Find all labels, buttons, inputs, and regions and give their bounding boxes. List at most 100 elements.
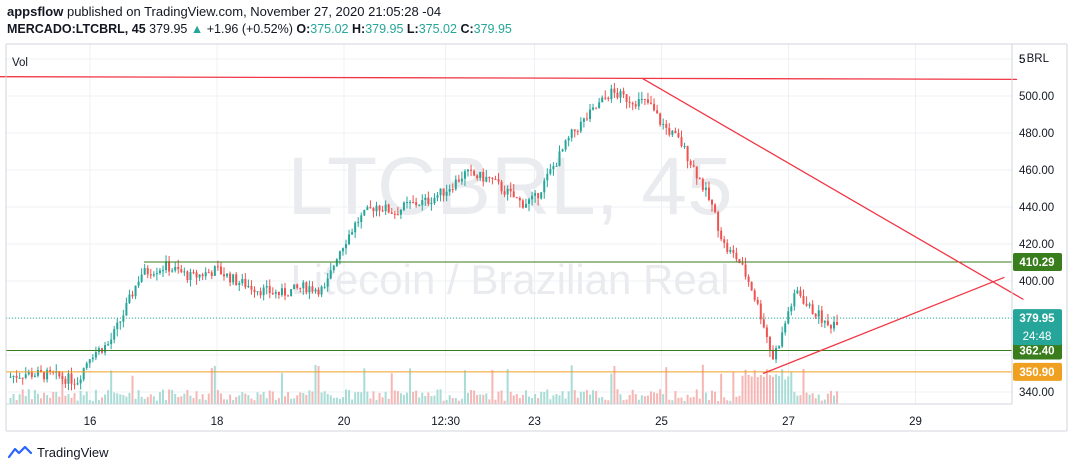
volume-bar xyxy=(634,394,637,404)
candle-body xyxy=(296,284,299,288)
candle-body xyxy=(506,188,509,195)
volume-bar xyxy=(610,373,613,404)
candle-body xyxy=(82,367,85,380)
candle-body xyxy=(491,177,494,179)
candle-body xyxy=(335,259,338,266)
candle-body xyxy=(146,268,149,275)
volume-bar xyxy=(512,395,515,404)
candle-body xyxy=(805,303,808,306)
volume-bar xyxy=(393,390,396,404)
volume-bar xyxy=(732,371,735,404)
volume-bar xyxy=(653,392,656,404)
volume-bar xyxy=(463,370,466,404)
volume-bar xyxy=(409,368,412,404)
volume-bar xyxy=(317,366,320,404)
volume-bar xyxy=(250,398,253,404)
candle-body xyxy=(287,295,290,297)
candle-body xyxy=(552,166,555,170)
volume-bar xyxy=(201,394,204,404)
price-tick-label: 340.00 xyxy=(1019,387,1054,399)
candle-body xyxy=(814,314,817,317)
volume-bar xyxy=(570,365,573,404)
candle-body xyxy=(817,310,820,317)
volume-bar xyxy=(52,391,55,404)
volume-bar xyxy=(82,395,85,404)
volume-bar xyxy=(271,391,274,404)
volume-bar xyxy=(134,398,137,404)
candle-body xyxy=(195,272,198,278)
volume-bar xyxy=(259,394,262,404)
volume-bar xyxy=(390,373,393,404)
candle-body xyxy=(442,188,445,196)
volume-bar xyxy=(189,395,192,404)
candle-body xyxy=(485,176,488,182)
up-arrow-icon: ▲ xyxy=(190,22,204,36)
volume-bar xyxy=(244,393,247,404)
candle-body xyxy=(73,383,76,385)
volume-bar xyxy=(485,393,488,404)
candle-body xyxy=(271,293,274,295)
volume-bar xyxy=(128,392,131,404)
trendlines[interactable] xyxy=(0,76,1024,375)
volume-bar xyxy=(833,395,835,404)
candle-body xyxy=(668,127,671,135)
volume-bar xyxy=(229,394,232,404)
volume-bar xyxy=(650,391,652,404)
candle-body xyxy=(314,289,317,292)
footer-branding[interactable]: TradingView xyxy=(8,443,109,461)
volume-bar xyxy=(341,397,344,404)
volume-bar xyxy=(412,391,415,404)
candle-body xyxy=(585,118,588,120)
volume-bar xyxy=(631,389,634,404)
time-tick-label: 27 xyxy=(782,416,795,428)
candle-body xyxy=(439,188,442,196)
candle-body xyxy=(799,290,802,296)
candle-body xyxy=(110,339,113,345)
candle-body xyxy=(802,295,805,304)
time-axis[interactable]: 16 18 20 12:30 23 25 27 29 xyxy=(84,416,922,428)
candle-body xyxy=(189,272,192,281)
volume-bar xyxy=(482,394,485,404)
candle-body xyxy=(631,102,634,105)
volume-bar xyxy=(107,390,110,404)
price-tick-label: 500.00 xyxy=(1019,91,1054,103)
horizontal-levels[interactable] xyxy=(6,261,1012,373)
candle-body xyxy=(235,274,238,285)
candle-body xyxy=(674,130,677,134)
candle-body xyxy=(149,274,152,276)
candle-body xyxy=(772,349,774,360)
volume-bar xyxy=(119,394,122,404)
candle-body xyxy=(747,276,750,282)
volume-bar xyxy=(24,395,27,404)
candle-body xyxy=(811,304,814,315)
volume-bar xyxy=(692,396,695,404)
volume-bar xyxy=(436,389,439,404)
candle-body xyxy=(756,299,759,304)
volume-bar xyxy=(104,394,107,404)
candle-body xyxy=(598,102,601,109)
candle-body xyxy=(345,244,347,249)
candle-body xyxy=(418,205,421,207)
volume-bar xyxy=(720,373,723,404)
candle-body xyxy=(229,273,232,283)
candle-body xyxy=(714,204,717,213)
volume-bar xyxy=(140,396,143,404)
level-tag xyxy=(1013,362,1062,381)
volume-bar xyxy=(18,394,21,404)
candle-body xyxy=(833,322,835,329)
volume-bar xyxy=(457,400,460,404)
volume-bar xyxy=(360,392,363,404)
volume-bar xyxy=(387,398,390,404)
volume-bar xyxy=(332,397,335,404)
volume-bar xyxy=(402,394,405,404)
volume-bar xyxy=(162,389,164,404)
volume-bar xyxy=(579,391,582,404)
candle-body xyxy=(332,265,335,271)
volume-bar xyxy=(314,364,317,404)
candle-body xyxy=(512,191,515,198)
author-name[interactable]: appsflow xyxy=(7,4,64,19)
volume-bar xyxy=(729,400,732,404)
candlestick-series xyxy=(9,82,839,391)
candle-body xyxy=(406,202,408,204)
